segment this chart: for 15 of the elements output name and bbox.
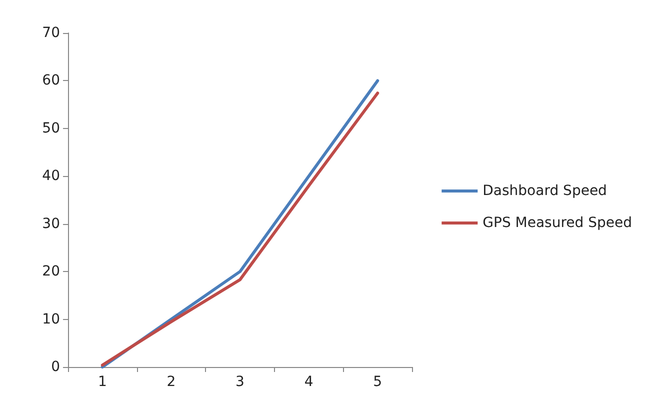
- x-tick-label: 2: [166, 374, 176, 390]
- y-tick-label: 50: [42, 120, 60, 136]
- y-tick-label: 30: [42, 216, 60, 232]
- y-tick-label: 40: [42, 168, 60, 184]
- y-tick-label: 10: [42, 311, 60, 328]
- x-tick-label: 5: [373, 374, 382, 390]
- y-tick-label: 60: [42, 72, 60, 89]
- legend-label: Dashboard Speed: [482, 183, 607, 199]
- y-tick-label: 0: [51, 359, 60, 375]
- y-tick-label: 70: [42, 25, 60, 41]
- legend-label: GPS Measured Speed: [482, 215, 632, 231]
- x-tick-label: 3: [236, 374, 244, 390]
- y-tick-label: 20: [42, 264, 60, 280]
- x-tick-label: 1: [98, 374, 107, 390]
- x-tick-label: 4: [304, 374, 314, 390]
